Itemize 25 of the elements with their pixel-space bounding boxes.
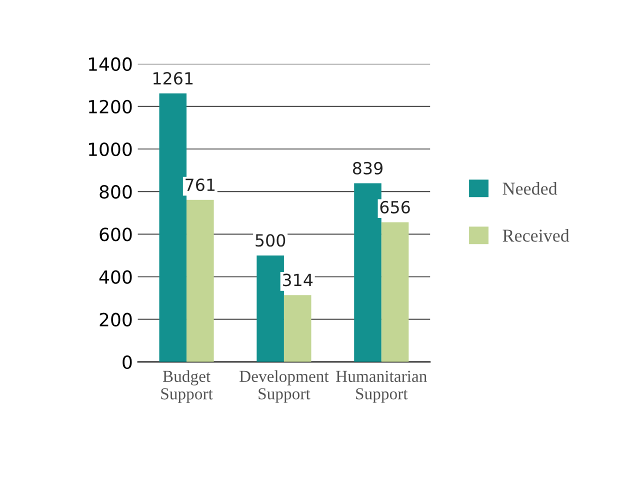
data-label: 1261 [154, 72, 193, 85]
bar [381, 222, 409, 362]
data-label: 761 [186, 178, 215, 192]
data-label: 656 [380, 200, 410, 214]
y-tick-label: 1400 [88, 57, 132, 71]
bar [256, 255, 284, 362]
y-tick-label: 400 [99, 270, 132, 284]
x-tick-label: Humanitarian Support [336, 370, 427, 403]
y-tick-label: 200 [100, 312, 132, 326]
legend-label: Needed [502, 182, 558, 195]
legend-label: Received [502, 229, 570, 242]
data-label: 500 [256, 234, 286, 247]
bar [186, 200, 214, 362]
x-tick-label: Development Support [240, 370, 329, 403]
y-tick-label: 800 [100, 185, 132, 199]
x-tick-label: Budget Support [161, 370, 213, 403]
y-tick-label: 600 [100, 228, 132, 242]
y-tick-label: 0 [122, 355, 132, 370]
data-label: 314 [282, 274, 313, 286]
data-label: 839 [352, 162, 382, 174]
bar [159, 93, 187, 362]
y-tick-label: 1200 [88, 100, 132, 114]
bar [284, 295, 312, 362]
bar [354, 183, 382, 362]
y-tick-label: 1000 [88, 142, 132, 156]
